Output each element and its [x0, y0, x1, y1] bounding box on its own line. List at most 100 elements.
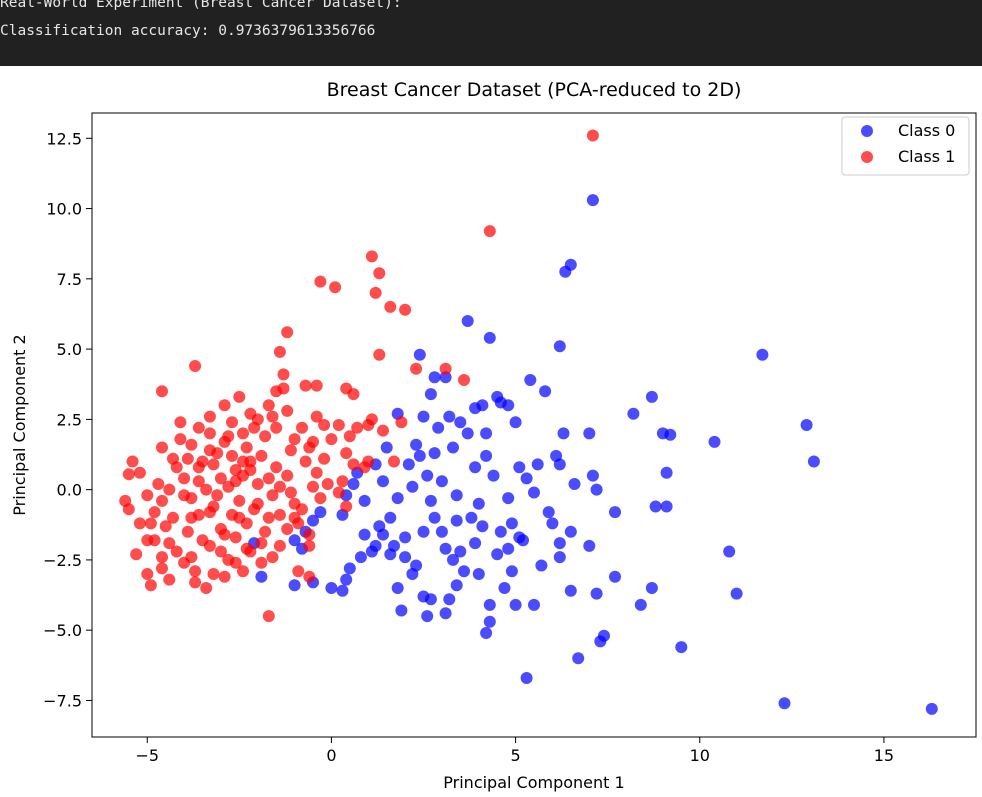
- data-point-class-1: [218, 399, 231, 412]
- data-point-class-0: [553, 551, 566, 564]
- data-point-class-1: [189, 565, 202, 578]
- data-point-class-1: [144, 517, 157, 530]
- data-point-class-0: [649, 500, 662, 513]
- data-point-class-0: [358, 494, 371, 507]
- data-point-class-1: [240, 441, 253, 454]
- data-point-class-1: [156, 562, 168, 575]
- y-tick-label: 5.0: [57, 340, 82, 359]
- data-point-class-0: [428, 511, 441, 524]
- data-point-class-1: [207, 568, 220, 580]
- data-point-class-1: [207, 458, 220, 471]
- data-point-class-0: [354, 551, 367, 564]
- data-point-class-0: [509, 416, 522, 429]
- data-point-class-0: [439, 371, 452, 384]
- data-point-class-0: [660, 500, 673, 513]
- data-point-class-1: [159, 520, 172, 533]
- data-point-class-0: [435, 475, 448, 488]
- data-point-class-1: [321, 478, 334, 490]
- data-point-class-0: [557, 427, 570, 440]
- data-point-class-0: [572, 652, 585, 665]
- data-point-class-1: [237, 427, 249, 440]
- data-point-class-1: [189, 360, 202, 372]
- data-point-class-1: [262, 511, 275, 524]
- data-point-class-1: [152, 478, 165, 490]
- data-point-class-1: [329, 281, 342, 294]
- data-point-class-0: [450, 579, 463, 592]
- data-point-class-1: [373, 267, 386, 280]
- data-point-class-1: [284, 486, 297, 499]
- y-axis-label: Principal Component 2: [10, 334, 29, 515]
- data-point-class-0: [590, 483, 603, 496]
- data-point-class-1: [214, 472, 227, 485]
- data-point-class-1: [365, 250, 378, 263]
- y-tick-label: 10.0: [46, 200, 82, 219]
- data-point-class-1: [351, 421, 364, 434]
- data-point-class-0: [480, 427, 493, 440]
- data-point-class-1: [395, 416, 408, 429]
- data-point-class-0: [559, 265, 572, 278]
- data-point-class-1: [273, 345, 286, 358]
- data-point-class-1: [318, 452, 331, 465]
- data-point-class-0: [255, 570, 268, 583]
- data-point-class-0: [458, 565, 470, 578]
- data-point-class-1: [122, 468, 135, 481]
- data-point-class-1: [133, 517, 146, 530]
- data-point-class-1: [318, 419, 331, 431]
- data-point-class-1: [314, 492, 327, 505]
- data-point-class-1: [410, 362, 423, 375]
- legend-label-class-1: Class 1: [898, 147, 955, 166]
- data-point-class-0: [343, 562, 356, 575]
- data-point-class-0: [391, 492, 404, 505]
- data-point-class-1: [340, 500, 353, 513]
- data-point-class-0: [314, 506, 327, 519]
- data-point-class-0: [491, 548, 504, 561]
- data-point-class-1: [288, 497, 301, 510]
- data-point-class-0: [439, 607, 452, 620]
- data-point-class-1: [156, 494, 168, 507]
- y-tick-label: −5.0: [43, 621, 82, 640]
- data-point-class-0: [288, 579, 301, 592]
- data-point-class-1: [156, 385, 168, 398]
- data-point-class-0: [480, 627, 493, 639]
- data-point-class-1: [296, 421, 308, 434]
- data-point-class-1: [192, 421, 205, 434]
- console-line-accuracy: Classification accuracy: 0.9736379613356…: [0, 23, 376, 39]
- data-point-class-1: [365, 413, 378, 426]
- data-point-class-1: [273, 480, 286, 493]
- data-point-class-0: [417, 410, 430, 423]
- data-point-class-0: [406, 568, 419, 580]
- data-point-class-0: [583, 427, 596, 440]
- data-point-class-1: [310, 466, 323, 479]
- data-point-class-1: [310, 379, 323, 392]
- data-point-class-1: [277, 382, 290, 395]
- data-point-class-0: [505, 517, 518, 530]
- data-point-class-0: [609, 570, 621, 583]
- axes-frame: [91, 112, 977, 738]
- data-point-class-1: [399, 303, 412, 316]
- data-point-class-1: [343, 430, 356, 443]
- data-point-class-1: [141, 568, 154, 580]
- data-point-class-1: [141, 489, 154, 502]
- data-point-class-0: [450, 514, 463, 527]
- data-point-class-0: [542, 506, 555, 519]
- data-point-class-1: [270, 461, 283, 474]
- data-point-class-0: [723, 545, 736, 558]
- data-point-class-0: [498, 582, 511, 594]
- data-point-class-1: [336, 475, 349, 488]
- data-point-class-1: [222, 430, 235, 443]
- data-point-class-1: [222, 553, 235, 566]
- data-point-class-1: [439, 362, 452, 375]
- data-point-class-1: [203, 410, 216, 423]
- data-point-class-1: [178, 472, 191, 485]
- legend-marker-class-1: [861, 151, 873, 163]
- data-point-class-1: [347, 388, 360, 401]
- data-point-class-0: [369, 539, 382, 552]
- data-point-class-0: [520, 672, 533, 684]
- y-tick-label: −7.5: [43, 691, 82, 710]
- data-point-class-1: [163, 483, 176, 496]
- data-point-class-0: [483, 615, 496, 628]
- data-point-class-1: [218, 570, 231, 583]
- data-point-class-1: [167, 511, 179, 524]
- data-point-class-1: [483, 225, 496, 238]
- chart-title: Breast Cancer Dataset (PCA-reduced to 2D…: [327, 79, 742, 101]
